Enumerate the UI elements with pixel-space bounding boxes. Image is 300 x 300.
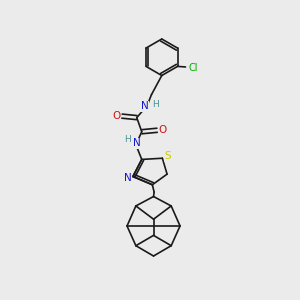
Text: H: H xyxy=(152,100,159,109)
Text: N: N xyxy=(141,101,149,111)
Text: O: O xyxy=(112,111,120,121)
Text: O: O xyxy=(159,125,167,135)
Text: H: H xyxy=(124,135,131,144)
Text: S: S xyxy=(164,151,171,161)
Text: N: N xyxy=(124,173,131,183)
Text: Cl: Cl xyxy=(188,63,198,73)
Text: N: N xyxy=(134,138,141,148)
